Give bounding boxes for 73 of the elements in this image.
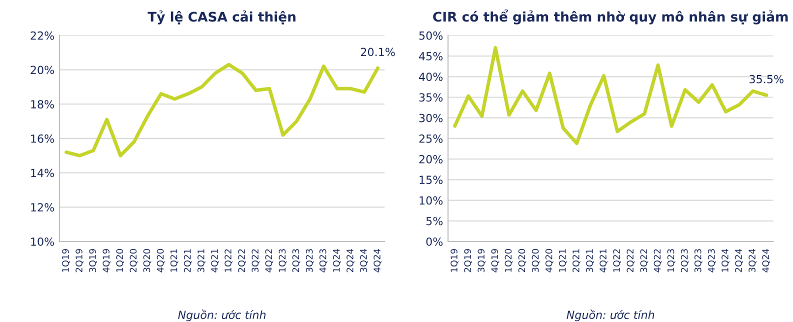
y-tick-label: 10%	[420, 196, 443, 205]
x-tick-label: 4Q22	[265, 249, 274, 272]
x-tick-label: 1Q19	[62, 249, 70, 272]
y-tick-label: 45%	[419, 52, 443, 60]
y-tick-label: 20%	[30, 66, 54, 74]
x-tick-label: 1Q20	[116, 249, 124, 272]
y-tick-label: 30%	[419, 114, 443, 122]
x-tick-label: 4Q24	[762, 248, 770, 272]
line-series	[64, 62, 380, 158]
x-tick-label: 4Q19	[102, 249, 111, 272]
y-tick-label: 35%	[419, 93, 443, 102]
x-tick-label: 3Q21	[586, 249, 594, 272]
x-tick-label: 2Q19	[464, 249, 472, 272]
x-tick-label: 3Q21	[198, 249, 206, 272]
x-tick-label: 1Q24	[722, 248, 730, 272]
x-tick-label: 1Q21	[558, 249, 567, 272]
x-tick-label: 3Q20	[532, 249, 540, 272]
data-label: 20.1%	[360, 48, 395, 56]
x-tick-label: 3Q22	[252, 249, 260, 272]
y-tick-label: 22%	[30, 31, 54, 40]
x-tick-label: 3Q22	[640, 249, 648, 272]
y-tick-label: 0%	[426, 237, 443, 246]
x-tick-label: 1Q20	[504, 249, 513, 272]
x-tick-label: 2Q24	[346, 248, 354, 272]
x-tick-label: 3Q19	[478, 249, 486, 272]
x-tick-label: 4Q20	[156, 249, 165, 272]
x-tick-label: 2Q21	[184, 249, 192, 272]
x-tick-label: 3Q23	[694, 249, 702, 272]
x-tick-label: 2Q24	[735, 248, 743, 272]
x-tick-label: 1Q23	[278, 249, 287, 272]
chart-title: Tỷ lệ CASA cải thiện	[148, 10, 296, 24]
x-tick-label: 4Q20	[545, 249, 554, 272]
x-tick-label: 1Q22	[613, 249, 622, 272]
y-tick-label: 40%	[419, 72, 443, 82]
x-tick-label: 2Q20	[130, 249, 138, 272]
y-tick-label: 10%	[31, 237, 54, 246]
x-tick-label: 3Q19	[89, 249, 97, 272]
chart-title: CIR có thể giảm thêm nhờ quy mô nhân sự giảm	[433, 9, 788, 24]
y-tick-label: 50%	[419, 31, 443, 40]
text: Nguồn: ước tính	[178, 310, 266, 322]
y-tick-label: 12%	[31, 203, 54, 212]
y-tick-label: 15%	[420, 176, 443, 184]
x-tick-label: 1Q22	[224, 249, 232, 272]
x-tick-label: 3Q23	[306, 249, 314, 272]
x-tick-label: 3Q20	[143, 249, 152, 272]
x-tick-label: 4Q23	[708, 249, 716, 272]
x-tick-label: 2Q21	[572, 249, 580, 272]
y-tick-label: 18%	[31, 100, 54, 108]
x-tick-label: 4Q22	[654, 249, 662, 272]
x-tick-label: 4Q23	[319, 249, 328, 272]
x-tick-label: 1Q19	[450, 249, 458, 272]
x-tick-label: 2Q22	[238, 249, 246, 272]
x-tick-label: 2Q22	[626, 249, 635, 272]
y-tick-label: 16%	[31, 134, 54, 143]
y-tick-label: 5%	[426, 216, 443, 226]
x-tick-label: 3Q24	[748, 248, 757, 272]
x-tick-label: 2Q19	[76, 249, 84, 272]
x-tick-label: 4Q19	[491, 249, 500, 272]
x-tick-label: 2Q20	[518, 249, 526, 272]
text: Nguồn: ước tính	[566, 310, 654, 322]
x-tick-label: 4Q24	[374, 248, 382, 272]
y-tick-label: 25%	[419, 134, 443, 143]
y-tick-label: 20%	[419, 155, 443, 164]
x-tick-label: 2Q23	[680, 249, 689, 272]
x-tick-label: 4Q21	[211, 249, 219, 272]
x-tick-label: 4Q21	[600, 249, 608, 272]
y-tick-label: 14%	[31, 168, 54, 178]
x-tick-label: 2Q23	[292, 249, 300, 272]
x-tick-label: 1Q23	[667, 249, 676, 272]
data-label: 35.5%	[750, 74, 784, 84]
x-tick-label: 3Q24	[360, 248, 368, 272]
x-tick-label: 1Q24	[332, 248, 341, 272]
x-tick-label: 1Q21	[170, 249, 178, 272]
